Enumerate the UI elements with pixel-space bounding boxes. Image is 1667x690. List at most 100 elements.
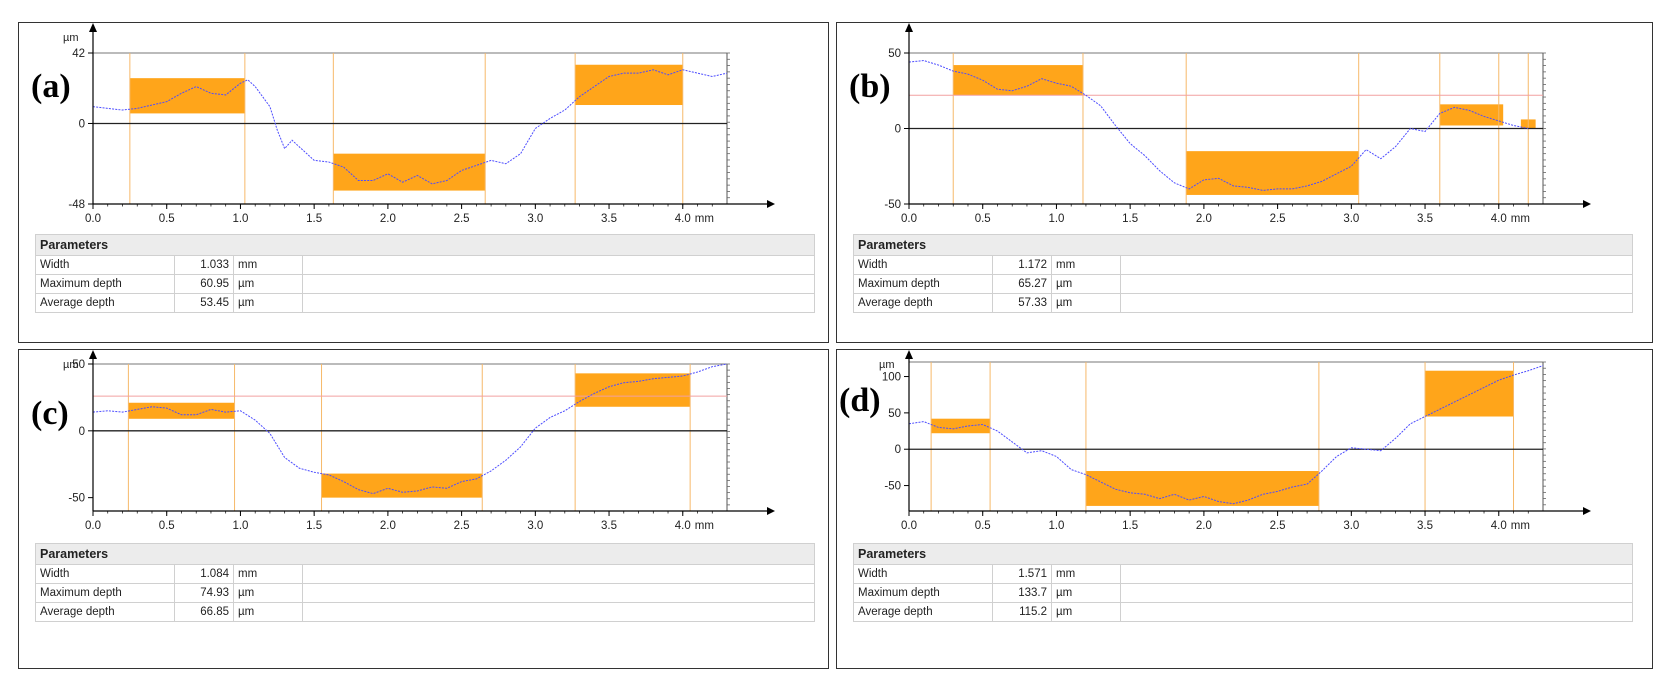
x-tick-label: 0.5: [159, 213, 175, 225]
param-value: 57.33: [992, 293, 1052, 313]
parameters-title: Parameters: [853, 543, 1633, 565]
profile-line: [908, 365, 1544, 505]
x-tick-label: 1.5: [1122, 213, 1138, 225]
param-value: 1.571: [992, 564, 1052, 584]
x-tick-label: 0.5: [975, 520, 991, 532]
x-tick-label: 3.0: [527, 520, 543, 532]
panel-label-a: (a): [31, 68, 71, 105]
highlight-region: [1439, 104, 1504, 126]
param-unit: µm: [233, 274, 303, 294]
x-unit-label: mm: [1511, 213, 1530, 225]
x-tick-label: 4.0: [675, 213, 691, 225]
highlight-region: [575, 64, 683, 106]
x-unit-label: mm: [695, 213, 714, 225]
param-name: Width: [853, 564, 993, 584]
param-name: Average depth: [853, 293, 993, 313]
x-tick-label: 0.5: [159, 520, 175, 532]
param-value: 74.93: [174, 583, 234, 603]
y-tick-label: 100: [882, 372, 901, 384]
x-tick-label: 3.0: [1343, 213, 1359, 225]
y-axis-arrow: [89, 23, 97, 32]
panel-label-c: (c): [31, 395, 69, 432]
param-name: Width: [35, 255, 175, 275]
y-unit-label: µm: [879, 359, 895, 371]
param-value: 1.084: [174, 564, 234, 584]
x-tick-label: 4.0: [1491, 520, 1507, 532]
param-value: 53.45: [174, 293, 234, 313]
y-tick-label: -50: [884, 481, 901, 493]
x-tick-label: 2.5: [454, 520, 470, 532]
highlight-region: [321, 473, 483, 498]
x-tick-label: 4.0: [1491, 213, 1507, 225]
x-tick-label: 1.0: [1048, 213, 1064, 225]
param-unit: µm: [1051, 583, 1121, 603]
param-unit: µm: [233, 602, 303, 622]
param-unit: mm: [1051, 564, 1121, 584]
y-tick-label: 50: [72, 359, 85, 371]
y-unit-label: µm: [63, 359, 79, 371]
param-value: 115.2: [992, 602, 1052, 622]
x-tick-label: 3.5: [601, 213, 617, 225]
x-unit-label: mm: [695, 520, 714, 532]
param-unit: µm: [1051, 602, 1121, 622]
y-tick-label: -48: [68, 199, 85, 211]
param-name: Average depth: [35, 602, 175, 622]
param-name: Maximum depth: [853, 274, 993, 294]
param-unit: µm: [233, 293, 303, 313]
param-unit: mm: [233, 564, 303, 584]
y-tick-label: 42: [72, 48, 85, 60]
x-axis-arrow: [767, 200, 775, 208]
profile-chart-b: 50 0 -500.0 0.5 1.0 1.5 2.0 2.5 3.0 3.5 4.0 mm: [884, 23, 1591, 225]
x-tick-label: 0.0: [901, 213, 917, 225]
highlight-region: [1085, 471, 1319, 506]
highlight-region: [333, 153, 486, 191]
param-name: Maximum depth: [35, 274, 175, 294]
y-tick-label: 50: [888, 408, 901, 420]
x-tick-label: 2.5: [1270, 520, 1286, 532]
x-tick-label: 3.5: [601, 520, 617, 532]
x-tick-label: 0.5: [975, 213, 991, 225]
highlight-region: [129, 78, 245, 114]
y-tick-label: 0: [79, 118, 85, 130]
highlight-region: [953, 65, 1083, 96]
x-tick-label: 0.0: [85, 213, 101, 225]
x-tick-label: 1.5: [306, 520, 322, 532]
x-tick-label: 2.0: [1196, 520, 1212, 532]
table-row: Average depth 57.33 µm: [853, 293, 1633, 313]
param-unit: mm: [233, 255, 303, 275]
param-name: Width: [35, 564, 175, 584]
parameters-table-c: Parameters Width 1.084 mm Maximum depth 74.…: [35, 543, 815, 622]
x-tick-label: 0.0: [85, 520, 101, 532]
y-unit-label: µm: [63, 32, 79, 44]
parameters-title: Parameters: [35, 543, 815, 565]
table-row: Width 1.033 mm: [35, 255, 815, 275]
param-value: 1.172: [992, 255, 1052, 275]
x-tick-label: 1.0: [232, 213, 248, 225]
y-tick-label: 0: [895, 444, 901, 456]
x-tick-label: 0.0: [901, 520, 917, 532]
param-unit: µm: [1051, 293, 1121, 313]
x-tick-label: 1.0: [1048, 520, 1064, 532]
x-tick-label: 1.5: [306, 213, 322, 225]
x-tick-label: 3.0: [527, 213, 543, 225]
x-tick-label: 3.5: [1417, 520, 1433, 532]
param-name: Average depth: [853, 602, 993, 622]
x-tick-label: 2.5: [454, 213, 470, 225]
y-tick-label: 0: [895, 124, 901, 136]
highlight-region: [1186, 151, 1359, 195]
profile-line: [908, 60, 1529, 191]
table-row: Width 1.084 mm: [35, 564, 815, 584]
profile-line: [92, 69, 728, 185]
x-tick-label: 1.5: [1122, 520, 1138, 532]
table-row: Average depth 66.85 µm: [35, 602, 815, 622]
y-axis-arrow: [905, 23, 913, 32]
table-row: Maximum depth 65.27 µm: [853, 274, 1633, 294]
x-tick-label: 2.5: [1270, 213, 1286, 225]
table-row: Average depth 115.2 µm: [853, 602, 1633, 622]
panel-label-b: (b): [849, 68, 891, 105]
parameters-title: Parameters: [35, 234, 815, 256]
param-value: 133.7: [992, 583, 1052, 603]
param-value: 60.95: [174, 274, 234, 294]
